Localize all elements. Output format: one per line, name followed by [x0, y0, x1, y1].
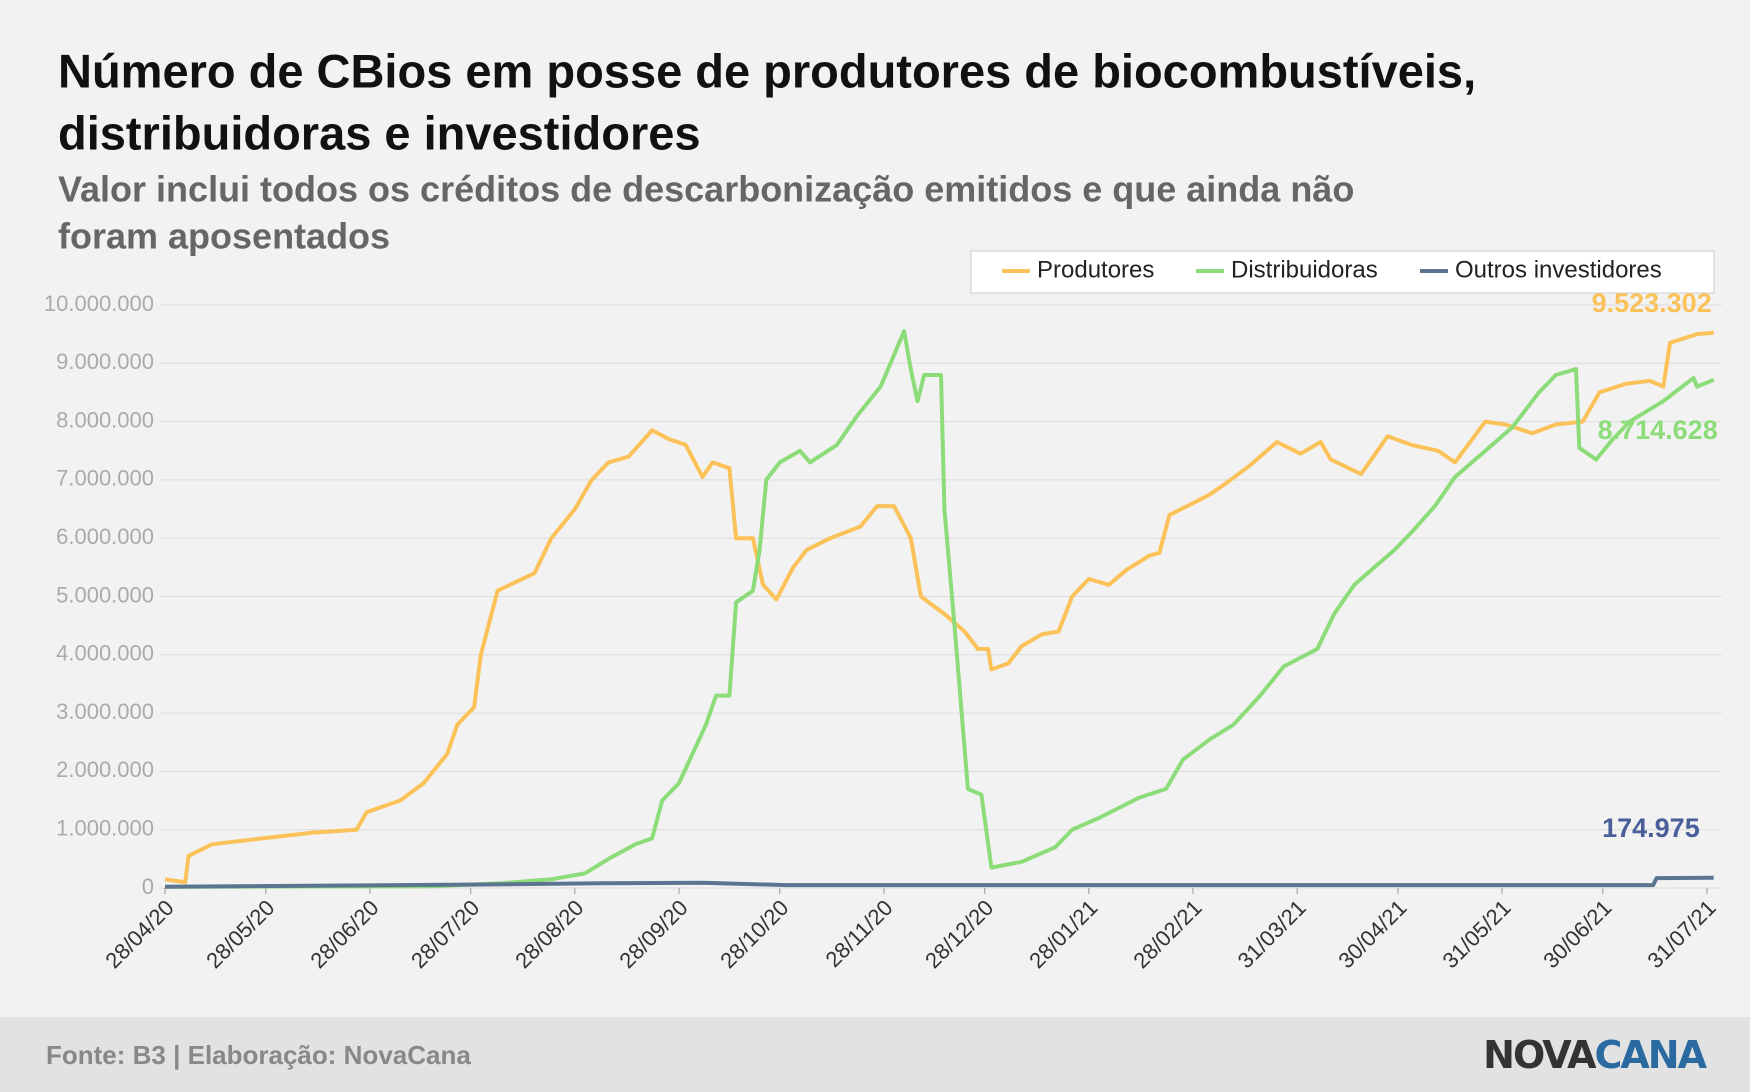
series-line: [164, 875, 1714, 889]
legend-label: Produtores: [1037, 256, 1154, 283]
y-tick-label: 0: [142, 874, 154, 899]
y-tick-label: 1.000.000: [56, 816, 154, 841]
y-tick-label: 6.000.000: [56, 524, 154, 549]
series-line: [164, 329, 1715, 889]
source: Fonte: B3 | Elaboração: NovaCana: [46, 1040, 471, 1070]
chart-title: distribuidoras e investidores: [58, 106, 701, 159]
y-tick-label: 2.000.000: [56, 757, 154, 782]
legend-box: [970, 250, 1715, 294]
chart-title: Número de CBios em posse de produtores d…: [58, 44, 1476, 97]
y-tick-label: 10.000.000: [44, 291, 154, 316]
y-tick-label: 3.000.000: [56, 699, 154, 724]
logo-part: CANA: [1594, 1033, 1707, 1077]
chart-subtitle: Valor inclui todos os créditos de descar…: [58, 169, 1354, 210]
footer: [0, 1017, 1750, 1092]
legend-label: Distribuidoras: [1231, 256, 1378, 283]
y-tick-label: 7.000.000: [56, 466, 154, 491]
logo-part: NOVA: [1483, 1033, 1597, 1077]
y-tick-label: 4.000.000: [56, 641, 154, 666]
chart-subtitle: foram aposentados: [58, 216, 390, 257]
y-tick-label: 9.000.000: [56, 349, 154, 374]
y-tick-label: 5.000.000: [56, 582, 154, 607]
value-label: 8.714.628: [1598, 415, 1718, 445]
legend-label: Outros investidores: [1455, 256, 1662, 283]
value-label: 9.523.302: [1592, 288, 1712, 318]
y-tick-label: 8.000.000: [56, 407, 154, 432]
value-label: 174.975: [1602, 813, 1700, 843]
logo: NOVACANA: [1483, 1033, 1707, 1077]
